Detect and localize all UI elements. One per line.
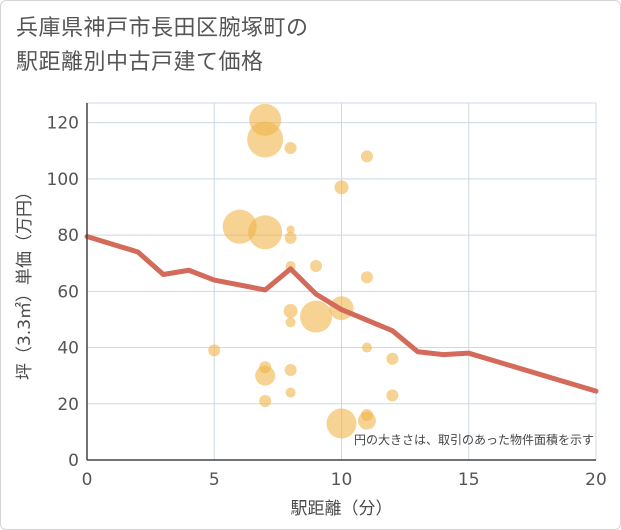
y-axis-title: 坪（3.3㎡）単価（万円） <box>15 183 35 380</box>
tick-labels: 0 5 10 15 20 0 20 40 60 80 100 120 <box>47 114 607 490</box>
y-tick-label: 100 <box>47 170 79 190</box>
bubble-point <box>255 365 276 386</box>
chart-title-line-2: 駅距離別中古戸建て価格 <box>16 50 264 75</box>
y-tick-label: 20 <box>57 395 79 415</box>
chart-title-line-1: 兵庫県神戸市長田区腕塚町の <box>16 16 309 41</box>
bubble-point <box>259 394 272 407</box>
bubble-point <box>208 344 221 357</box>
x-tick-label: 5 <box>209 470 220 490</box>
x-tick-label: 10 <box>331 470 353 490</box>
bubble-point <box>386 389 399 402</box>
x-tick-label: 20 <box>585 470 607 490</box>
bubble-point <box>284 141 297 154</box>
bubble-point <box>334 180 349 195</box>
y-tick-label: 0 <box>68 451 79 471</box>
trend-line-series <box>84 234 599 394</box>
chart-title: 兵庫県神戸市長田区腕塚町の 駅距離別中古戸建て価格 <box>16 12 309 80</box>
bubble-point <box>357 411 376 430</box>
y-tick-label: 80 <box>57 226 79 246</box>
x-axis-title: 駅距離（分） <box>291 499 393 519</box>
x-tick-label: 15 <box>458 470 480 490</box>
bubble-point <box>360 150 373 163</box>
y-tick-label: 120 <box>47 114 79 134</box>
bubble-point <box>286 225 295 234</box>
bubble-size-note: 円の大きさは、取引のあった物件面積を示す <box>354 432 594 447</box>
bubble-point <box>284 364 297 377</box>
bubble-point <box>326 408 357 439</box>
bubble-point <box>300 300 333 333</box>
axes <box>86 103 596 461</box>
bubble-series <box>208 103 399 439</box>
bubble-point <box>247 121 284 158</box>
bubble-point <box>360 271 373 284</box>
bubble-point <box>285 317 296 328</box>
bubble-point <box>283 304 298 319</box>
bubble-point <box>248 215 283 250</box>
average-price-line <box>84 234 599 394</box>
bubble-point <box>285 387 296 398</box>
y-tick-label: 60 <box>57 282 79 302</box>
bubble-point <box>222 209 257 244</box>
bubble-point <box>284 231 297 244</box>
bubble-point <box>386 352 399 365</box>
bubble-point <box>361 342 372 353</box>
grid-lines <box>86 102 597 461</box>
bubble-point <box>310 260 323 273</box>
y-tick-label: 40 <box>57 339 79 359</box>
x-tick-label: 0 <box>82 470 93 490</box>
